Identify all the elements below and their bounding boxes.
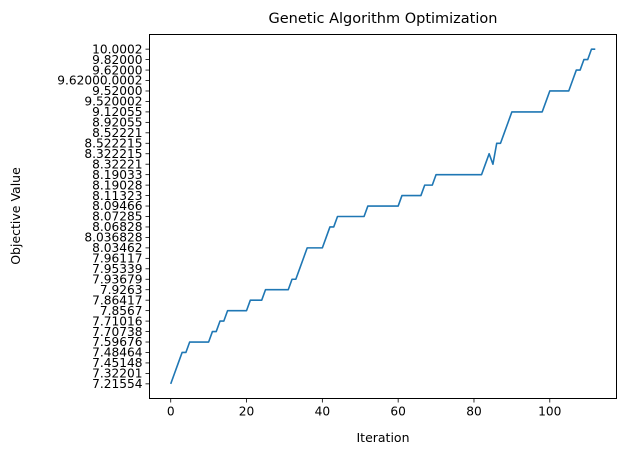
y-tick-label: 7.45148	[92, 356, 142, 370]
y-tick-label: 7.71016	[92, 314, 142, 328]
y-tick-label: 9.62000	[92, 63, 142, 77]
y-tick-label: 7.95339	[92, 262, 142, 276]
y-tick-label: 7.96117	[92, 252, 142, 266]
y-tick-label: 9.62000.0002	[57, 74, 142, 88]
y-tick-label: 8.036828	[84, 231, 142, 245]
y-tick-label: 10.0002	[92, 42, 142, 56]
x-axis-ticks: 0 20 40 60 80 100	[167, 398, 561, 419]
y-tick-label: 8.522215	[84, 136, 142, 150]
x-tick-label: 60	[390, 405, 406, 419]
x-tick-label: 0	[167, 405, 175, 419]
y-tick-label: 9.12055	[92, 105, 142, 119]
plot-series	[169, 48, 596, 385]
plot-frame	[149, 34, 617, 399]
x-tick-label: 80	[466, 405, 482, 419]
x-tick-label: 20	[239, 405, 255, 419]
x-tick-label: 40	[315, 405, 331, 419]
y-tick-label: 7.93679	[92, 272, 142, 286]
y-tick-label: 7.8567	[100, 304, 143, 318]
y-tick-label: 7.70738	[92, 325, 142, 339]
y-tick-label: 7.9263	[100, 283, 143, 297]
x-axis-label: Iteration	[356, 430, 409, 445]
y-tick-label: 7.86417	[92, 293, 142, 307]
y-tick-label: 7.21554	[92, 377, 143, 391]
y-tick-label: 8.52221	[92, 126, 142, 140]
x-tick-label: 100	[538, 405, 561, 419]
y-tick-label: 7.48464	[92, 346, 143, 360]
y-tick-label: 9.52000	[92, 84, 142, 98]
y-tick-label: 8.09466	[92, 199, 142, 213]
y-tick-label: 8.03462	[92, 241, 142, 255]
y-tick-label: 8.19033	[92, 168, 142, 182]
y-tick-label: 9.82000	[92, 53, 142, 67]
y-axis-label: Objective Value	[8, 167, 23, 265]
chart-title: Genetic Algorithm Optimization	[269, 11, 498, 27]
y-tick-label: 7.59676	[92, 335, 142, 349]
y-tick-label: 8.19028	[92, 178, 142, 192]
y-axis-ticks: 7.215547.322017.451487.484647.596767.707…	[57, 42, 150, 391]
y-tick-label: 8.32221	[92, 157, 142, 171]
y-tick-label: 8.11323	[92, 189, 142, 203]
y-tick-label: 8.06828	[92, 220, 142, 234]
y-tick-label: 8.92055	[92, 116, 142, 130]
y-tick-label: 7.32201	[92, 367, 142, 381]
y-tick-label: 9.520002	[84, 95, 142, 109]
y-tick-label: 8.322215	[84, 147, 142, 161]
series-line	[169, 48, 596, 385]
y-tick-label: 8.07285	[92, 210, 142, 224]
